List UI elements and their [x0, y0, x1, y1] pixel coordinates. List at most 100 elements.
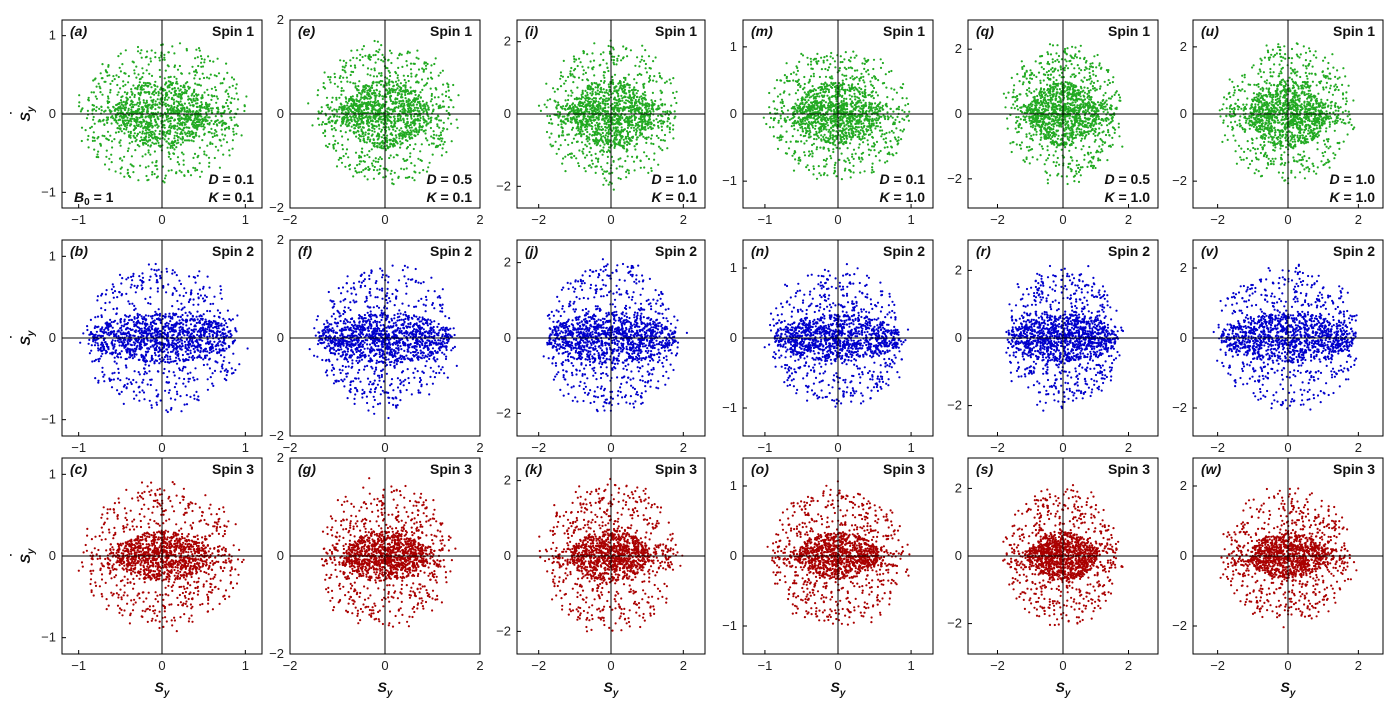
data-point	[193, 379, 196, 382]
data-point	[168, 536, 172, 539]
data-point	[205, 114, 208, 117]
data-point	[150, 404, 153, 407]
data-point	[125, 518, 128, 522]
data-point	[238, 548, 241, 552]
data-point	[171, 589, 174, 593]
data-point	[216, 110, 219, 113]
data-point	[173, 616, 176, 619]
data-point	[147, 507, 150, 510]
data-point	[179, 100, 182, 103]
data-point	[134, 119, 137, 122]
data-point	[141, 615, 144, 619]
data-point	[155, 269, 158, 272]
data-point	[196, 398, 199, 401]
data-point	[135, 286, 138, 289]
data-point	[80, 108, 83, 111]
data-point	[106, 130, 110, 133]
data-point	[153, 570, 157, 573]
data-point	[99, 328, 102, 331]
data-point	[106, 138, 109, 141]
data-point	[164, 89, 167, 92]
data-point	[133, 571, 137, 574]
data-point	[139, 525, 143, 529]
data-point	[200, 334, 203, 337]
data-point	[96, 315, 100, 318]
data-point	[223, 510, 226, 513]
data-point	[208, 310, 212, 313]
data-point	[96, 299, 99, 302]
data-point	[211, 559, 214, 563]
data-point	[199, 108, 202, 111]
data-point	[210, 111, 213, 114]
data-point	[130, 561, 133, 565]
data-point	[227, 95, 230, 98]
data-point	[113, 290, 117, 293]
data-point	[181, 326, 184, 329]
data-point	[93, 547, 96, 550]
data-point	[175, 100, 178, 103]
data-point	[164, 565, 167, 569]
data-point	[105, 343, 108, 346]
data-point	[111, 326, 114, 329]
data-point	[158, 493, 161, 496]
data-point	[149, 378, 152, 381]
data-point	[168, 540, 171, 543]
data-point	[192, 543, 196, 546]
data-point	[222, 561, 225, 564]
data-point	[338, 115, 341, 118]
data-point	[150, 49, 153, 52]
data-point	[165, 267, 168, 270]
data-point	[100, 343, 103, 346]
data-point	[141, 286, 144, 290]
data-point	[153, 89, 156, 93]
data-point	[179, 132, 182, 135]
data-point	[170, 105, 173, 108]
data-point	[180, 117, 183, 120]
data-point	[142, 109, 145, 112]
data-point	[191, 65, 194, 68]
data-point	[94, 325, 97, 328]
data-point	[114, 115, 117, 118]
data-point	[89, 333, 92, 336]
data-point	[106, 327, 109, 330]
data-point	[127, 342, 130, 345]
data-point	[196, 356, 199, 359]
data-point	[203, 294, 207, 297]
data-point	[228, 346, 231, 349]
data-point	[140, 339, 143, 342]
data-point	[128, 335, 131, 338]
data-point	[220, 349, 223, 352]
data-point	[104, 557, 107, 561]
data-point	[404, 81, 407, 84]
data-point	[209, 561, 212, 565]
data-point	[144, 129, 147, 132]
data-point	[101, 349, 104, 352]
data-point	[216, 97, 219, 100]
panel-c: −1 0 1−101 (c) Spin 3Sy	[41, 457, 263, 699]
data-point	[133, 132, 136, 135]
data-point	[154, 334, 157, 337]
data-point	[131, 559, 134, 563]
data-point	[103, 135, 106, 138]
data-point	[165, 593, 168, 596]
data-point	[340, 93, 343, 96]
data-point	[158, 572, 161, 575]
data-point	[191, 92, 194, 95]
data-point	[205, 295, 208, 299]
data-point	[136, 101, 139, 104]
data-point	[131, 93, 134, 96]
data-point	[150, 268, 153, 271]
data-point	[191, 344, 194, 347]
data-point	[176, 341, 179, 344]
data-point	[452, 106, 455, 109]
data-point	[145, 328, 148, 331]
data-point	[146, 85, 149, 88]
data-point	[184, 571, 187, 574]
data-point	[188, 571, 191, 574]
data-point	[193, 580, 196, 583]
data-point	[362, 135, 365, 138]
data-point	[100, 294, 103, 297]
data-point	[143, 581, 146, 584]
data-point	[138, 84, 141, 87]
data-point	[340, 111, 343, 114]
